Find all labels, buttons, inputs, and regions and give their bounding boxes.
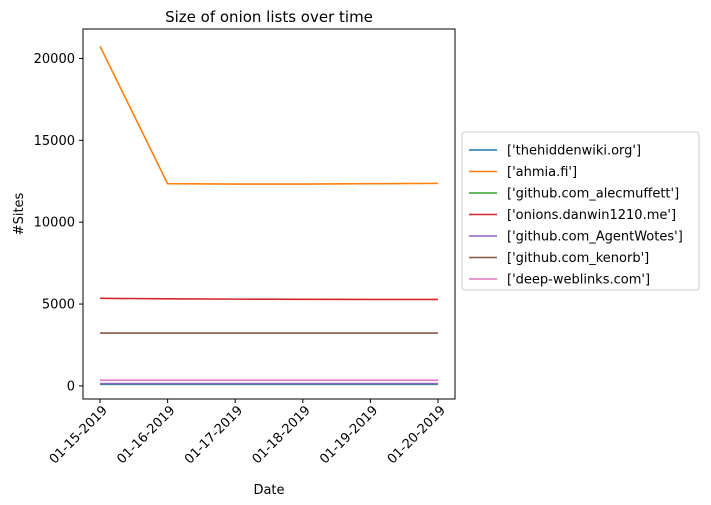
plot-frame: [82, 28, 456, 400]
y-tick-label: 20000: [34, 52, 75, 67]
y-tick-label: 5000: [42, 298, 75, 313]
chart-title: Size of onion lists over time: [165, 8, 373, 26]
y-tick-label: 15000: [34, 134, 75, 149]
y-tick-label: 0: [67, 379, 75, 394]
series-line: [99, 45, 439, 185]
legend-entry-label: ['thehiddenwiki.org']: [507, 144, 641, 159]
legend-entry-label: ['github.com_kenorb']: [507, 251, 649, 266]
x-axis-label: Date: [253, 483, 284, 498]
legend-entry-label: ['deep-weblinks.com']: [507, 273, 650, 288]
series-line: [99, 297, 438, 301]
legend-entry-label: ['github.com_alecmuffett']: [507, 187, 679, 202]
legend-entry-label: ['ahmia.fi']: [507, 165, 577, 180]
legend-frame: [461, 131, 700, 291]
legend-entry-label: ['github.com_AgentWotes']: [507, 230, 683, 245]
legend-entry-label: ['onions.danwin1210.me']: [507, 208, 676, 223]
legend: ['thehiddenwiki.org'] ['ahmia.fi'] ['githu…: [461, 131, 700, 291]
y-tick-label: 10000: [34, 216, 75, 231]
y-axis-label: #Sites: [12, 192, 27, 235]
